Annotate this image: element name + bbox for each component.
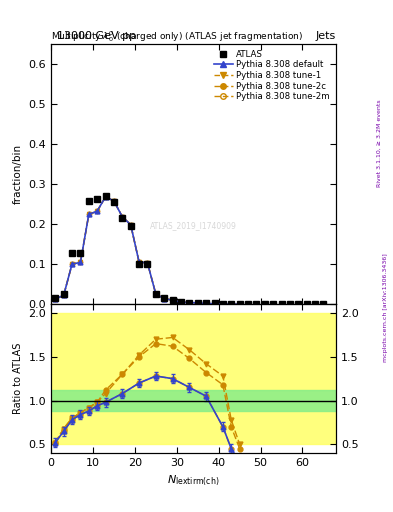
Text: Rivet 3.1.10, ≥ 3.2M events: Rivet 3.1.10, ≥ 3.2M events — [377, 99, 382, 187]
X-axis label: $N_{\mathregular{lextirm(ch)}}$: $N_{\mathregular{lextirm(ch)}}$ — [167, 474, 220, 488]
Text: Jets: Jets — [316, 31, 336, 41]
Text: Multiplicity $\lambda_0^0$ (charged only) (ATLAS jet fragmentation): Multiplicity $\lambda_0^0$ (charged only… — [51, 29, 303, 44]
Legend: ATLAS, Pythia 8.308 default, Pythia 8.308 tune-1, Pythia 8.308 tune-2c, Pythia 8: ATLAS, Pythia 8.308 default, Pythia 8.30… — [212, 48, 332, 103]
Y-axis label: Ratio to ATLAS: Ratio to ATLAS — [13, 343, 23, 414]
Text: 13000 GeV pp: 13000 GeV pp — [57, 31, 136, 41]
Text: mcplots.cern.ch [arXiv:1306.3436]: mcplots.cern.ch [arXiv:1306.3436] — [383, 253, 387, 361]
Text: ATLAS_2019_I1740909: ATLAS_2019_I1740909 — [150, 222, 237, 230]
Y-axis label: fraction/bin: fraction/bin — [13, 144, 23, 204]
